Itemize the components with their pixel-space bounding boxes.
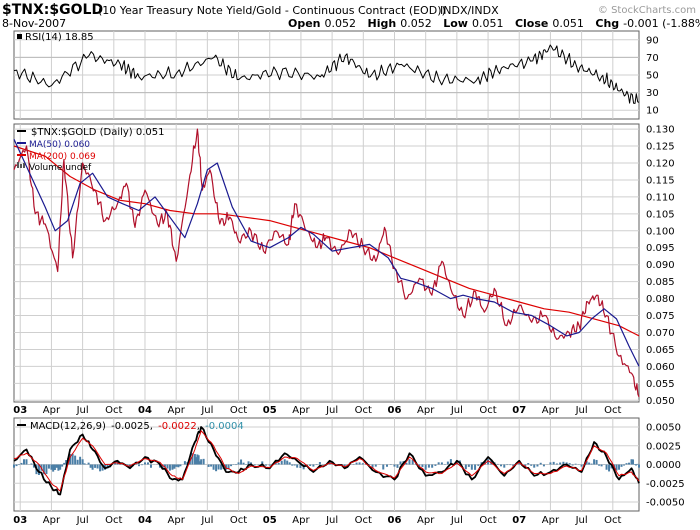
x-tick-label: Jul <box>450 515 463 526</box>
x-tick-label: Apr <box>292 405 310 416</box>
x-tick-label: 05 <box>263 405 277 416</box>
grid-lines <box>14 31 639 511</box>
price-tick-label: 0.125 <box>646 142 675 153</box>
price-tick-label: 0.085 <box>646 277 675 288</box>
x-tick-label: Oct <box>230 515 247 526</box>
price-tick-label: 0.120 <box>646 158 675 169</box>
exchange-label: INDX/INDX <box>440 4 499 17</box>
rsi-series <box>13 44 640 104</box>
x-tick-label: Oct <box>230 405 247 416</box>
price-tick-label: 0.095 <box>646 243 675 254</box>
price-tick-label: 0.080 <box>646 294 675 305</box>
x-tick-label: Oct <box>604 515 621 526</box>
macd-tick-label: -0.0050 <box>646 498 685 509</box>
symbol-title: $TNX:$GOLD <box>2 2 103 18</box>
x-tick-label: 05 <box>263 515 277 526</box>
price-tick-label: 0.105 <box>646 209 675 220</box>
rsi-legend-text: RSI(14) 18.85 <box>25 32 94 43</box>
x-tick-label: Oct <box>105 405 122 416</box>
x-tick-label: Oct <box>479 515 496 526</box>
x-tick-label: 07 <box>512 405 526 416</box>
macd-tick-label: 0.0025 <box>646 441 681 452</box>
x-tick-label: Jul <box>325 405 338 416</box>
x-tick-label: Jul <box>575 515 588 526</box>
x-tick-label: 03 <box>13 405 27 416</box>
price-tick-label: 0.100 <box>646 226 675 237</box>
price-tick-label: 0.115 <box>646 175 675 186</box>
x-tick-label: Apr <box>292 515 310 526</box>
ma50-legend-text: MA(50) 0.060 <box>29 140 90 150</box>
macd-tick-label: 0.0050 <box>646 423 681 434</box>
price-legend-text: $TNX:$GOLD (Daily) 0.051 <box>31 127 165 138</box>
volume-legend-text: Volume undef <box>29 163 92 173</box>
price-tick-label: 0.075 <box>646 311 675 322</box>
axis-labels: 90 70 50 30 10 0.130 0.125 0.120 0.115 0.110 0.105… <box>13 35 684 526</box>
x-tick-label: Jul <box>76 515 89 526</box>
x-tick-label: Jul <box>200 515 213 526</box>
ohlc-readout: Open 0.052 High 0.052 Low 0.051 Close 0.051 … <box>288 17 700 30</box>
rsi-tick-label: 70 <box>646 53 659 64</box>
macd-tick-label: 0.0000 <box>646 460 681 471</box>
date-label: 8-Nov-2007 <box>2 17 66 30</box>
x-tick-label: Apr <box>542 515 560 526</box>
x-tick-label: 04 <box>138 405 152 416</box>
macd-legend: MACD(12,26,9) -0.0025, -0.0022, -0.0004 <box>17 421 244 432</box>
price-tick-label: 0.050 <box>646 396 675 407</box>
ma200-line <box>13 145 640 337</box>
rsi-tick-label: 10 <box>646 106 659 117</box>
macd-series <box>13 426 640 496</box>
price-tick-label: 0.110 <box>646 192 675 203</box>
x-tick-label: Apr <box>417 405 435 416</box>
watermark: © StockCharts.com <box>598 5 696 16</box>
rsi-tick-label: 90 <box>646 35 659 46</box>
price-tick-label: 0.060 <box>646 362 675 373</box>
rsi-tick-label: 30 <box>646 88 659 99</box>
x-tick-label: Jul <box>575 405 588 416</box>
symbol-description: (10 Year Treasury Note Yield/Gold - Cont… <box>98 4 446 17</box>
x-tick-label: Jul <box>325 515 338 526</box>
price-tick-label: 0.090 <box>646 260 675 271</box>
x-tick-label: Jul <box>450 405 463 416</box>
rsi-legend: RSI(14) 18.85 <box>17 32 94 43</box>
price-line <box>13 128 640 398</box>
x-tick-label: Apr <box>43 405 61 416</box>
x-tick-label: 04 <box>138 515 152 526</box>
price-series <box>13 128 640 398</box>
macd-signal-line <box>13 430 640 492</box>
x-tick-label: Jul <box>76 405 89 416</box>
price-tick-label: 0.065 <box>646 345 675 356</box>
macd-tick-label: -0.0025 <box>646 479 685 490</box>
price-tick-label: 0.070 <box>646 328 675 339</box>
x-tick-label: Oct <box>105 515 122 526</box>
macd-legend-text: MACD(12,26,9) -0.0025, -0.0022, -0.0004 <box>30 421 244 432</box>
x-tick-label: Apr <box>417 515 435 526</box>
price-legend: $TNX:$GOLD (Daily) 0.051 MA(50) 0.060 MA… <box>17 127 165 173</box>
price-tick-label: 0.130 <box>646 125 675 136</box>
x-tick-label: Apr <box>168 405 186 416</box>
x-tick-label: 07 <box>512 515 526 526</box>
rsi-line <box>13 44 640 104</box>
x-tick-label: Oct <box>355 515 372 526</box>
x-tick-label: Apr <box>542 405 560 416</box>
x-tick-label: Apr <box>43 515 61 526</box>
price-tick-label: 0.055 <box>646 379 675 390</box>
x-tick-label: Jul <box>200 405 213 416</box>
x-tick-label: Oct <box>479 405 496 416</box>
ma50-line <box>13 139 640 367</box>
x-tick-label: 06 <box>388 515 402 526</box>
x-tick-label: 03 <box>13 515 27 526</box>
x-tick-label: Oct <box>604 405 621 416</box>
rsi-tick-label: 50 <box>646 71 659 82</box>
ma200-legend-text: MA(200) 0.069 <box>29 152 96 162</box>
x-tick-label: Oct <box>355 405 372 416</box>
x-tick-label: 06 <box>388 405 402 416</box>
price-panel <box>13 123 640 403</box>
x-tick-label: Apr <box>168 515 186 526</box>
